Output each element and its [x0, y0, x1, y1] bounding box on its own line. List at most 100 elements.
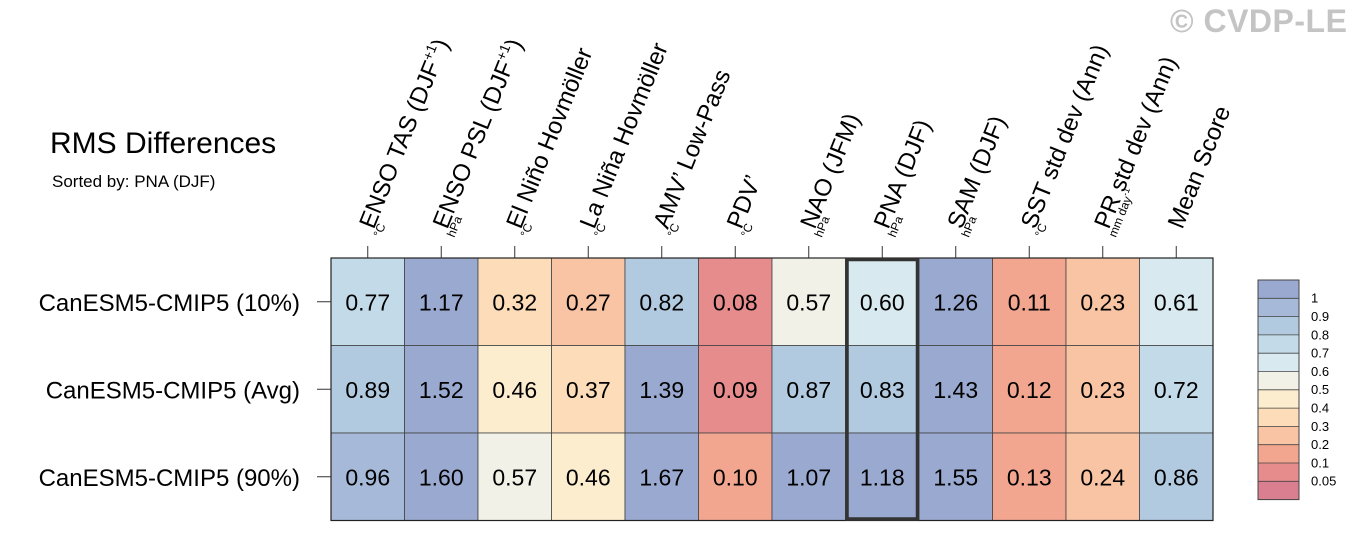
column-label-superscript: +1 — [493, 42, 514, 63]
cell-canesm5-cmip5-10-enso-psl-djf — [404, 257, 479, 346]
colorbar-label: 0.3 — [1311, 419, 1329, 434]
cell-value: 1.55 — [933, 464, 978, 490]
column-label-superscript: +1 — [419, 42, 440, 63]
cell-value: 0.60 — [860, 289, 905, 315]
cell-canesm5-cmip5-10-el-ni-o-hovm-ller — [477, 257, 552, 346]
cell-canesm5-cmip5-90-enso-tas-djf — [330, 432, 405, 521]
row-label-canesm5-cmip5-avg: CanESM5-CMIP5 (Avg) — [46, 377, 300, 404]
cell-value: 0.09 — [713, 377, 758, 403]
cell-canesm5-cmip5-avg-amv-low-pass — [624, 345, 699, 434]
cell-value: 0.57 — [786, 289, 831, 315]
cell-value: 1.07 — [786, 464, 831, 490]
column-unit-superscript: -1 — [1120, 186, 1132, 197]
cell-value: 1.67 — [639, 464, 684, 490]
column-unit: °C — [1032, 221, 1050, 239]
cell-canesm5-cmip5-90-pdv — [698, 432, 773, 521]
colorbar-label: 0.05 — [1311, 474, 1336, 489]
cell-canesm5-cmip5-10-pna-djf — [845, 257, 920, 346]
colorbar-label: 0.6 — [1311, 364, 1329, 379]
colorbar-label: 0.2 — [1311, 437, 1329, 452]
colorbar-segment — [1258, 371, 1299, 390]
colorbar-segment — [1258, 481, 1299, 500]
cell-canesm5-cmip5-90-el-ni-o-hovm-ller — [477, 432, 552, 521]
column-unit: °C — [371, 221, 389, 239]
cell-canesm5-cmip5-avg-mean-score — [1139, 345, 1214, 434]
cell-canesm5-cmip5-10-sam-djf — [918, 257, 993, 346]
cell-value: 0.89 — [345, 377, 390, 403]
cell-canesm5-cmip5-90-sam-djf — [918, 432, 993, 521]
cell-value: 0.77 — [345, 289, 390, 315]
cell-value: 0.08 — [713, 289, 758, 315]
cell-canesm5-cmip5-avg-sam-djf — [918, 345, 993, 434]
cell-value: 0.72 — [1154, 377, 1199, 403]
colorbar-segment — [1258, 298, 1299, 317]
watermark: © CVDP-LE — [1170, 3, 1348, 39]
row-label-canesm5-cmip5-10: CanESM5-CMIP5 (10%) — [39, 290, 300, 317]
column-label-pna-djf: PNA (DJF) — [869, 116, 937, 232]
cell-value: 0.23 — [1080, 377, 1125, 403]
cell-canesm5-cmip5-avg-el-ni-o-hovm-ller — [477, 345, 552, 434]
cell-value: 1.39 — [639, 377, 684, 403]
cell-canesm5-cmip5-90-la-ni-a-hovm-ller — [551, 432, 626, 521]
cell-value: 1.52 — [419, 377, 464, 403]
cell-value: 1.18 — [860, 464, 905, 490]
colorbar-label: 0.4 — [1311, 401, 1329, 416]
colorbar-label: 0.7 — [1311, 346, 1329, 361]
row-label-canesm5-cmip5-90: CanESM5-CMIP5 (90%) — [39, 465, 300, 492]
cell-value: 1.26 — [933, 289, 978, 315]
cell-value: 1.43 — [933, 377, 978, 403]
cell-value: 0.61 — [1154, 289, 1199, 315]
colorbar-label: 0.1 — [1311, 455, 1329, 470]
colorbar-label: 0.9 — [1311, 309, 1329, 324]
column-unit: °C — [738, 221, 756, 239]
cell-value: 1.60 — [419, 464, 464, 490]
cell-value: 0.96 — [345, 464, 390, 490]
colorbar-label: 1 — [1311, 291, 1318, 306]
cell-value: 1.17 — [419, 289, 464, 315]
cell-canesm5-cmip5-avg-enso-tas-djf — [330, 345, 405, 434]
cell-value: 0.23 — [1080, 289, 1125, 315]
colorbar-segment — [1258, 316, 1299, 335]
cell-value: 0.24 — [1080, 464, 1125, 490]
cell-value: 0.10 — [713, 464, 758, 490]
colorbar-segment — [1258, 408, 1299, 427]
cell-canesm5-cmip5-avg-pna-djf — [845, 345, 920, 434]
colorbar-segment — [1258, 463, 1299, 482]
column-unit: °C — [591, 221, 609, 239]
column-unit: °C — [518, 221, 536, 239]
colorbar-segment — [1258, 426, 1299, 445]
chart-subtitle: Sorted by: PNA (DJF) — [52, 172, 216, 191]
cell-value: 0.82 — [639, 289, 684, 315]
cell-value: 0.46 — [566, 464, 611, 490]
column-unit: °C — [665, 221, 683, 239]
cell-canesm5-cmip5-10-pr-std-dev-ann — [1065, 257, 1140, 346]
column-label-sam-djf: SAM (DJF) — [942, 112, 1011, 232]
colorbar-segment — [1258, 444, 1299, 463]
cell-value: 0.32 — [492, 289, 537, 315]
cell-value: 0.11 — [1008, 289, 1051, 315]
cell-value: 0.86 — [1154, 464, 1199, 490]
cell-canesm5-cmip5-10-mean-score — [1139, 257, 1214, 346]
cell-value: 0.27 — [566, 289, 611, 315]
cell-canesm5-cmip5-90-sst-std-dev-ann — [992, 432, 1067, 521]
colorbar-segment — [1258, 280, 1299, 299]
column-label-mean-score: Mean Score — [1163, 102, 1237, 232]
cell-value: 0.57 — [492, 464, 537, 490]
sorted-column-highlight — [845, 257, 920, 521]
colorbar-segment — [1258, 334, 1299, 354]
cell-canesm5-cmip5-avg-nao-jfm — [771, 345, 846, 434]
colorbar-segment — [1258, 389, 1299, 409]
colorbar-segment — [1258, 353, 1299, 372]
colorbar-label: 0.5 — [1311, 382, 1329, 397]
cell-value: 0.87 — [786, 377, 831, 403]
cell-value: 0.37 — [566, 377, 611, 403]
colorbar-label: 0.8 — [1311, 327, 1329, 342]
cell-canesm5-cmip5-avg-pdv — [698, 345, 773, 434]
cell-value: 0.46 — [492, 377, 537, 403]
column-label-nao-jfm: NAO (JFM) — [795, 110, 865, 233]
cell-canesm5-cmip5-avg-pr-std-dev-ann — [1065, 345, 1140, 434]
column-label-amv-low-pass: AMV’ Low-Pass — [648, 66, 736, 232]
cell-value: 0.83 — [860, 377, 905, 403]
cell-value: 0.13 — [1007, 464, 1052, 490]
